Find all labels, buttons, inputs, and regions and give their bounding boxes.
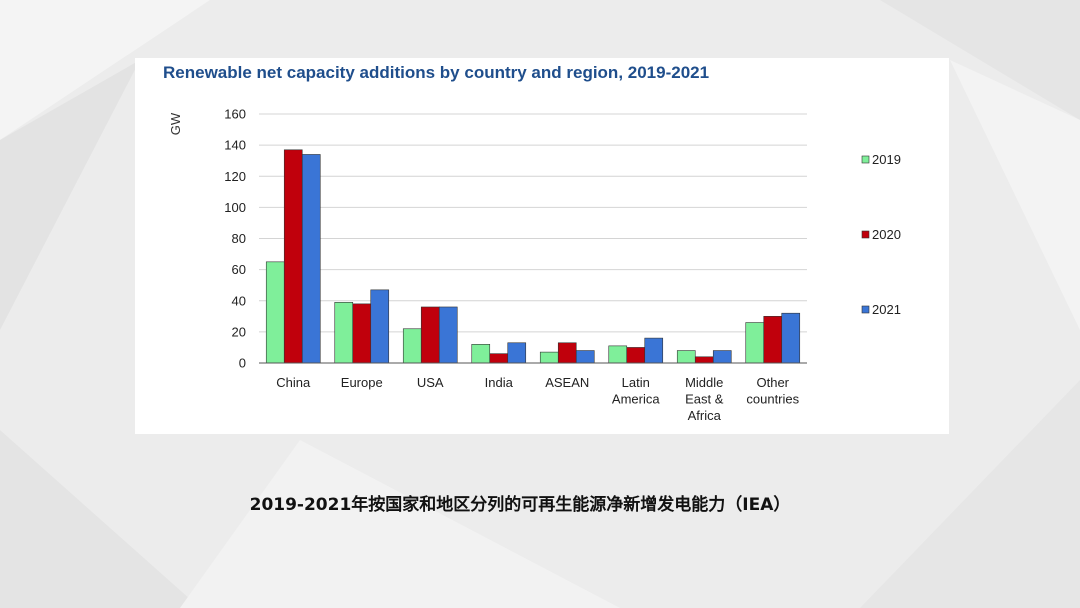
y-tick-label: 60 bbox=[232, 262, 246, 277]
y-tick-label: 0 bbox=[239, 356, 246, 371]
bar-2020 bbox=[694, 356, 714, 364]
legend-swatch-2021 bbox=[861, 305, 870, 314]
bar-2019 bbox=[334, 302, 354, 364]
bar-2021 bbox=[438, 306, 458, 364]
bar-2019 bbox=[608, 345, 628, 364]
x-category-label: USA bbox=[417, 375, 444, 390]
y-tick-label: 20 bbox=[232, 324, 246, 339]
x-category-label: India bbox=[485, 375, 514, 390]
bar-2021 bbox=[301, 154, 321, 364]
y-axis-tick-labels: 0 20 40 60 80 100 120 140 160 bbox=[224, 107, 246, 371]
legend-swatch-2019 bbox=[861, 155, 870, 164]
bar-2019 bbox=[402, 328, 422, 364]
legend-swatch-2020 bbox=[861, 230, 870, 239]
bar-2020 bbox=[283, 149, 303, 364]
legend-label: 2019 bbox=[872, 152, 901, 167]
x-category-label: America bbox=[612, 392, 660, 407]
bars bbox=[265, 149, 801, 364]
gridlines bbox=[259, 113, 807, 333]
bar-2021 bbox=[507, 342, 527, 364]
y-tick-label: 160 bbox=[224, 107, 246, 122]
x-category-label: Europe bbox=[341, 375, 383, 390]
y-tick-label: 120 bbox=[224, 169, 246, 184]
x-category-label: Middle bbox=[685, 375, 723, 390]
chart-title: Renewable net capacity additions by coun… bbox=[163, 63, 710, 82]
bar-2020 bbox=[420, 306, 440, 364]
legend-label: 2021 bbox=[872, 302, 901, 317]
x-category-label: ASEAN bbox=[545, 375, 589, 390]
x-category-label: Latin bbox=[622, 375, 650, 390]
bar-2019 bbox=[676, 350, 696, 364]
bar-chart: 0 20 40 60 80 100 120 140 160 GW China Europe USA I… bbox=[168, 107, 901, 424]
bar-2021 bbox=[712, 350, 732, 364]
bar-2021 bbox=[370, 289, 390, 364]
y-tick-label: 40 bbox=[232, 293, 246, 308]
bar-2020 bbox=[763, 316, 783, 364]
bar-2019 bbox=[265, 261, 285, 364]
x-category-label: East & bbox=[685, 392, 724, 407]
x-category-label: China bbox=[276, 375, 311, 390]
bar-2019 bbox=[471, 344, 491, 364]
bar-2019 bbox=[745, 322, 765, 364]
y-tick-label: 140 bbox=[224, 138, 246, 153]
bar-2021 bbox=[644, 337, 664, 364]
legend-label: 2020 bbox=[872, 227, 901, 242]
slide-caption: 2019-2021年按国家和地区分列的可再生能源净新增发电能力（IEA） bbox=[249, 495, 791, 515]
bar-2020 bbox=[626, 347, 646, 364]
bar-2020 bbox=[489, 353, 509, 364]
bar-2019 bbox=[539, 351, 559, 364]
bar-2020 bbox=[557, 342, 577, 364]
chart-card: 0 20 40 60 80 100 120 140 160 GW China Europe USA I… bbox=[135, 58, 949, 434]
x-category-label: Africa bbox=[688, 408, 722, 423]
y-axis-label: GW bbox=[168, 112, 183, 135]
bar-2021 bbox=[781, 312, 801, 364]
x-category-label: countries bbox=[746, 392, 799, 407]
y-tick-label: 80 bbox=[232, 231, 246, 246]
y-tick-label: 100 bbox=[224, 200, 246, 215]
legend: 2019 2020 2021 bbox=[861, 152, 901, 317]
x-category-label: Other bbox=[756, 375, 789, 390]
bar-2021 bbox=[575, 350, 595, 364]
x-axis-category-labels: China Europe USA India ASEAN Latin America Midd… bbox=[276, 375, 799, 423]
bar-2020 bbox=[352, 303, 372, 364]
